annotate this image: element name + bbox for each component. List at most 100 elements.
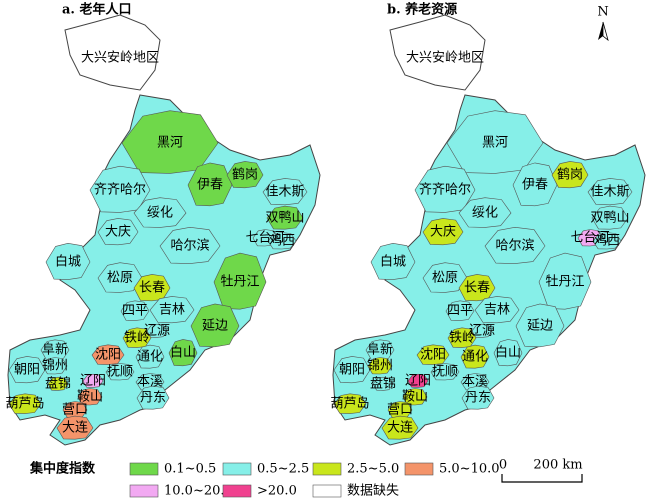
region-label: 延边 (202, 319, 228, 334)
region (414, 165, 476, 213)
region-label: 白城 (55, 254, 81, 270)
region-label: 抚顺 (432, 365, 458, 380)
region (515, 303, 565, 348)
region (42, 357, 68, 375)
region (262, 178, 308, 206)
region-label: 阜新 (42, 342, 68, 358)
region-label: 抚顺 (107, 365, 133, 380)
legend-label: 10.0~20.0 (164, 484, 233, 499)
region (430, 363, 460, 381)
region (333, 356, 371, 384)
region-label: 大庆 (105, 225, 131, 240)
region-label: 本溪 (137, 375, 163, 390)
region-label: 本溪 (462, 375, 488, 390)
region-label: 鸡西 (594, 233, 620, 249)
region-label: 营口 (387, 403, 413, 418)
region (267, 232, 297, 250)
region (146, 323, 168, 338)
region-label: 绥化 (472, 206, 498, 221)
region-label: 牡丹江 (545, 275, 584, 290)
region-label: 哈尔滨 (170, 238, 209, 254)
region-label: 四平 (447, 304, 473, 319)
region (592, 232, 622, 250)
region-label: 绥化 (147, 206, 173, 221)
region-label: 伊春 (197, 178, 223, 193)
region-label: 鞍山 (402, 389, 428, 405)
region (422, 262, 468, 293)
legend-swatch (129, 462, 159, 476)
region (407, 373, 429, 388)
region (416, 344, 450, 365)
region-label: 白城 (380, 254, 406, 270)
region (493, 339, 523, 367)
region (367, 357, 393, 375)
region (458, 197, 512, 228)
region (168, 339, 198, 367)
region-label: 双鸭山 (265, 211, 304, 226)
region-label: 四平 (122, 304, 148, 319)
region (587, 178, 633, 206)
region-label: 延边 (527, 319, 553, 334)
region (370, 242, 416, 280)
region (8, 393, 42, 414)
legend-label: 数据缺失 (347, 484, 399, 499)
region-label: 辽阳 (80, 374, 106, 389)
region (89, 165, 151, 213)
region (97, 262, 143, 293)
region (159, 226, 221, 264)
region (47, 376, 69, 391)
region-label: 松原 (432, 271, 458, 286)
region-label: 七台河 (245, 231, 284, 246)
region-label: 锦州 (42, 359, 68, 374)
region-label: 七台河 (570, 231, 609, 246)
region-label: 长春 (139, 281, 165, 296)
legend-label: >20.0 (257, 484, 297, 499)
region (389, 14, 486, 91)
region-label: 伊春 (522, 178, 548, 193)
region (77, 388, 103, 406)
legend-title: 集中度指数 (29, 461, 96, 477)
region-label: 佳木斯 (590, 185, 629, 200)
region-label: 大庆 (430, 225, 456, 240)
region (136, 385, 170, 410)
region (372, 376, 394, 391)
region (512, 162, 558, 207)
region (213, 252, 267, 310)
region-label: 锦州 (367, 359, 393, 374)
region-label: 朝阳 (14, 363, 40, 378)
region-label: 大连 (387, 420, 413, 436)
region-label: 阜新 (367, 342, 393, 358)
region-label: 沈阳 (420, 348, 446, 363)
region (187, 162, 233, 207)
region-label: 通化 (462, 350, 488, 365)
region-label: 大兴安岭地区 (81, 51, 159, 66)
legend-swatch (222, 484, 252, 498)
region (381, 415, 419, 440)
region (402, 388, 428, 406)
region-label: 吉林 (484, 303, 510, 318)
region (484, 226, 546, 264)
region-label: 通化 (137, 350, 163, 365)
region (538, 252, 592, 310)
region-label: 大兴安岭地区 (406, 51, 484, 66)
region-label: 沈阳 (95, 348, 121, 363)
region (120, 300, 150, 321)
legend-label: 5.0~10.0 (439, 462, 500, 477)
region (461, 385, 495, 410)
region-label: 葫芦岛 (5, 396, 44, 412)
legend-swatch (312, 484, 342, 498)
region-label: 鸡西 (269, 233, 295, 249)
region-label: 哈尔滨 (495, 238, 534, 254)
region (135, 344, 165, 369)
region-label: 辽源 (469, 324, 495, 339)
region (446, 110, 544, 174)
region-label: 齐齐哈尔 (94, 182, 146, 198)
region-label: 双鸭山 (590, 211, 629, 226)
legend-swatch (404, 462, 434, 476)
scale-bar: 0 200 km (499, 458, 583, 483)
region (190, 303, 240, 348)
region (460, 344, 490, 369)
legend-swatch (312, 462, 342, 476)
